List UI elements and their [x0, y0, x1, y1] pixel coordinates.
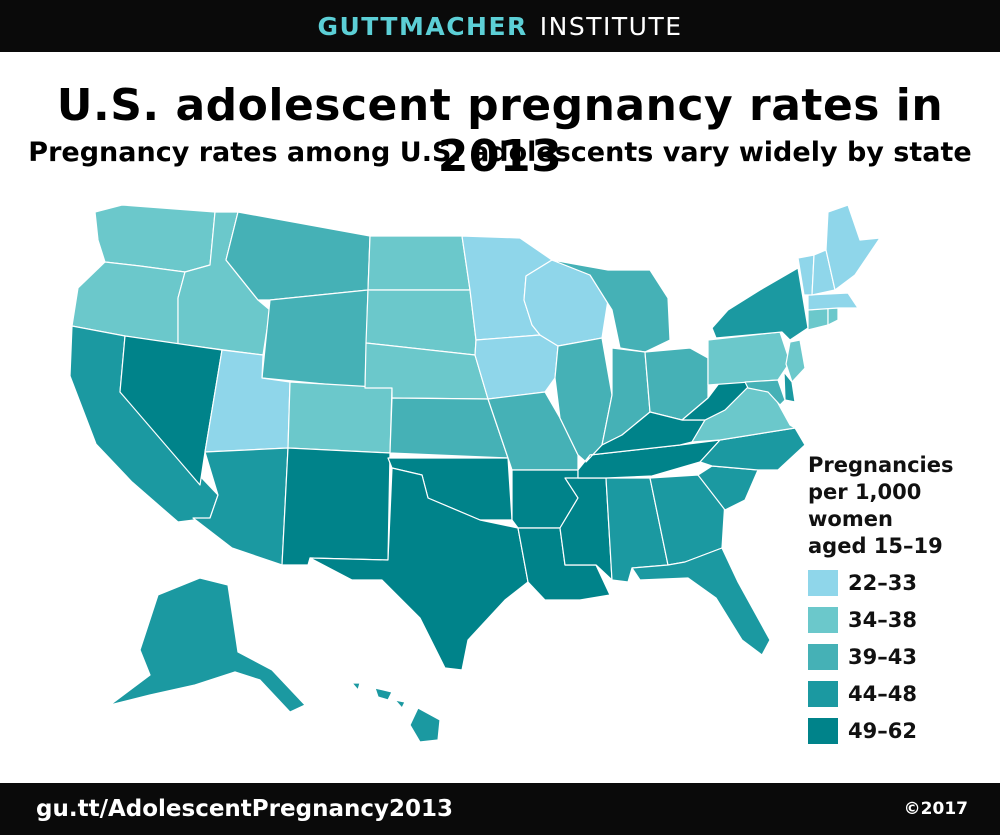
legend-title-line: per 1,000: [808, 480, 922, 504]
state-DE: [783, 371, 796, 403]
state-NY: [711, 267, 809, 341]
state-WY: [261, 289, 369, 389]
legend-title: Pregnancies per 1,000 women aged 15–19: [808, 452, 988, 560]
state-CT: [807, 307, 829, 331]
state-HI: [351, 682, 441, 743]
legend-label: 49–62: [848, 719, 917, 743]
legend-title-line: aged 15–19: [808, 534, 943, 558]
legend-label: 34–38: [848, 608, 917, 632]
map-legend: Pregnancies per 1,000 women aged 15–19 2…: [808, 452, 988, 755]
legend-item: 22–33: [808, 570, 988, 596]
us-map: [69, 204, 881, 743]
footer-link[interactable]: gu.tt/AdolescentPregnancy2013: [36, 796, 453, 822]
state-NV: [119, 335, 223, 486]
page-subtitle: Pregnancy rates among U.S. adolescents v…: [28, 137, 972, 168]
state-MA: [807, 292, 859, 311]
legend-item: 34–38: [808, 607, 988, 633]
footer-bar: gu.tt/AdolescentPregnancy2013 ©2017: [0, 783, 1000, 835]
state-PA: [707, 331, 791, 386]
state-MO: [487, 391, 579, 471]
legend-swatch: [808, 644, 838, 670]
legend-item: 39–43: [808, 644, 988, 670]
legend-label: 39–43: [848, 645, 917, 669]
state-SC: [697, 465, 759, 511]
legend-item: 49–62: [808, 718, 988, 744]
legend-label: 22–33: [848, 571, 917, 595]
brand-name: GUTTMACHER: [317, 11, 528, 41]
legend-swatch: [808, 570, 838, 596]
state-TX: [309, 467, 529, 671]
legend-item: 44–48: [808, 681, 988, 707]
legend-swatch: [808, 718, 838, 744]
legend-title-line: Pregnancies: [808, 453, 954, 477]
state-NM: [281, 447, 391, 566]
header-bar: GUTTMACHER INSTITUTE: [0, 0, 1000, 52]
state-ND: [367, 235, 471, 291]
state-ME: [825, 204, 881, 291]
legend-title-line: women: [808, 507, 893, 531]
state-IA: [474, 334, 559, 400]
state-WA: [94, 204, 216, 273]
state-CO: [287, 381, 393, 454]
legend-label: 44–48: [848, 682, 917, 706]
legend-swatch: [808, 607, 838, 633]
state-RI: [827, 307, 839, 326]
brand-suffix: INSTITUTE: [539, 11, 683, 41]
state-MD: [744, 379, 786, 406]
legend-swatch: [808, 681, 838, 707]
state-NJ: [785, 339, 806, 383]
state-AK: [109, 577, 306, 713]
state-FL: [631, 547, 771, 656]
state-MT: [225, 211, 371, 301]
state-MI: [551, 259, 671, 353]
page-title: U.S. adolescent pregnancy rates in 2013: [56, 80, 944, 182]
copyright: ©2017: [903, 799, 968, 819]
